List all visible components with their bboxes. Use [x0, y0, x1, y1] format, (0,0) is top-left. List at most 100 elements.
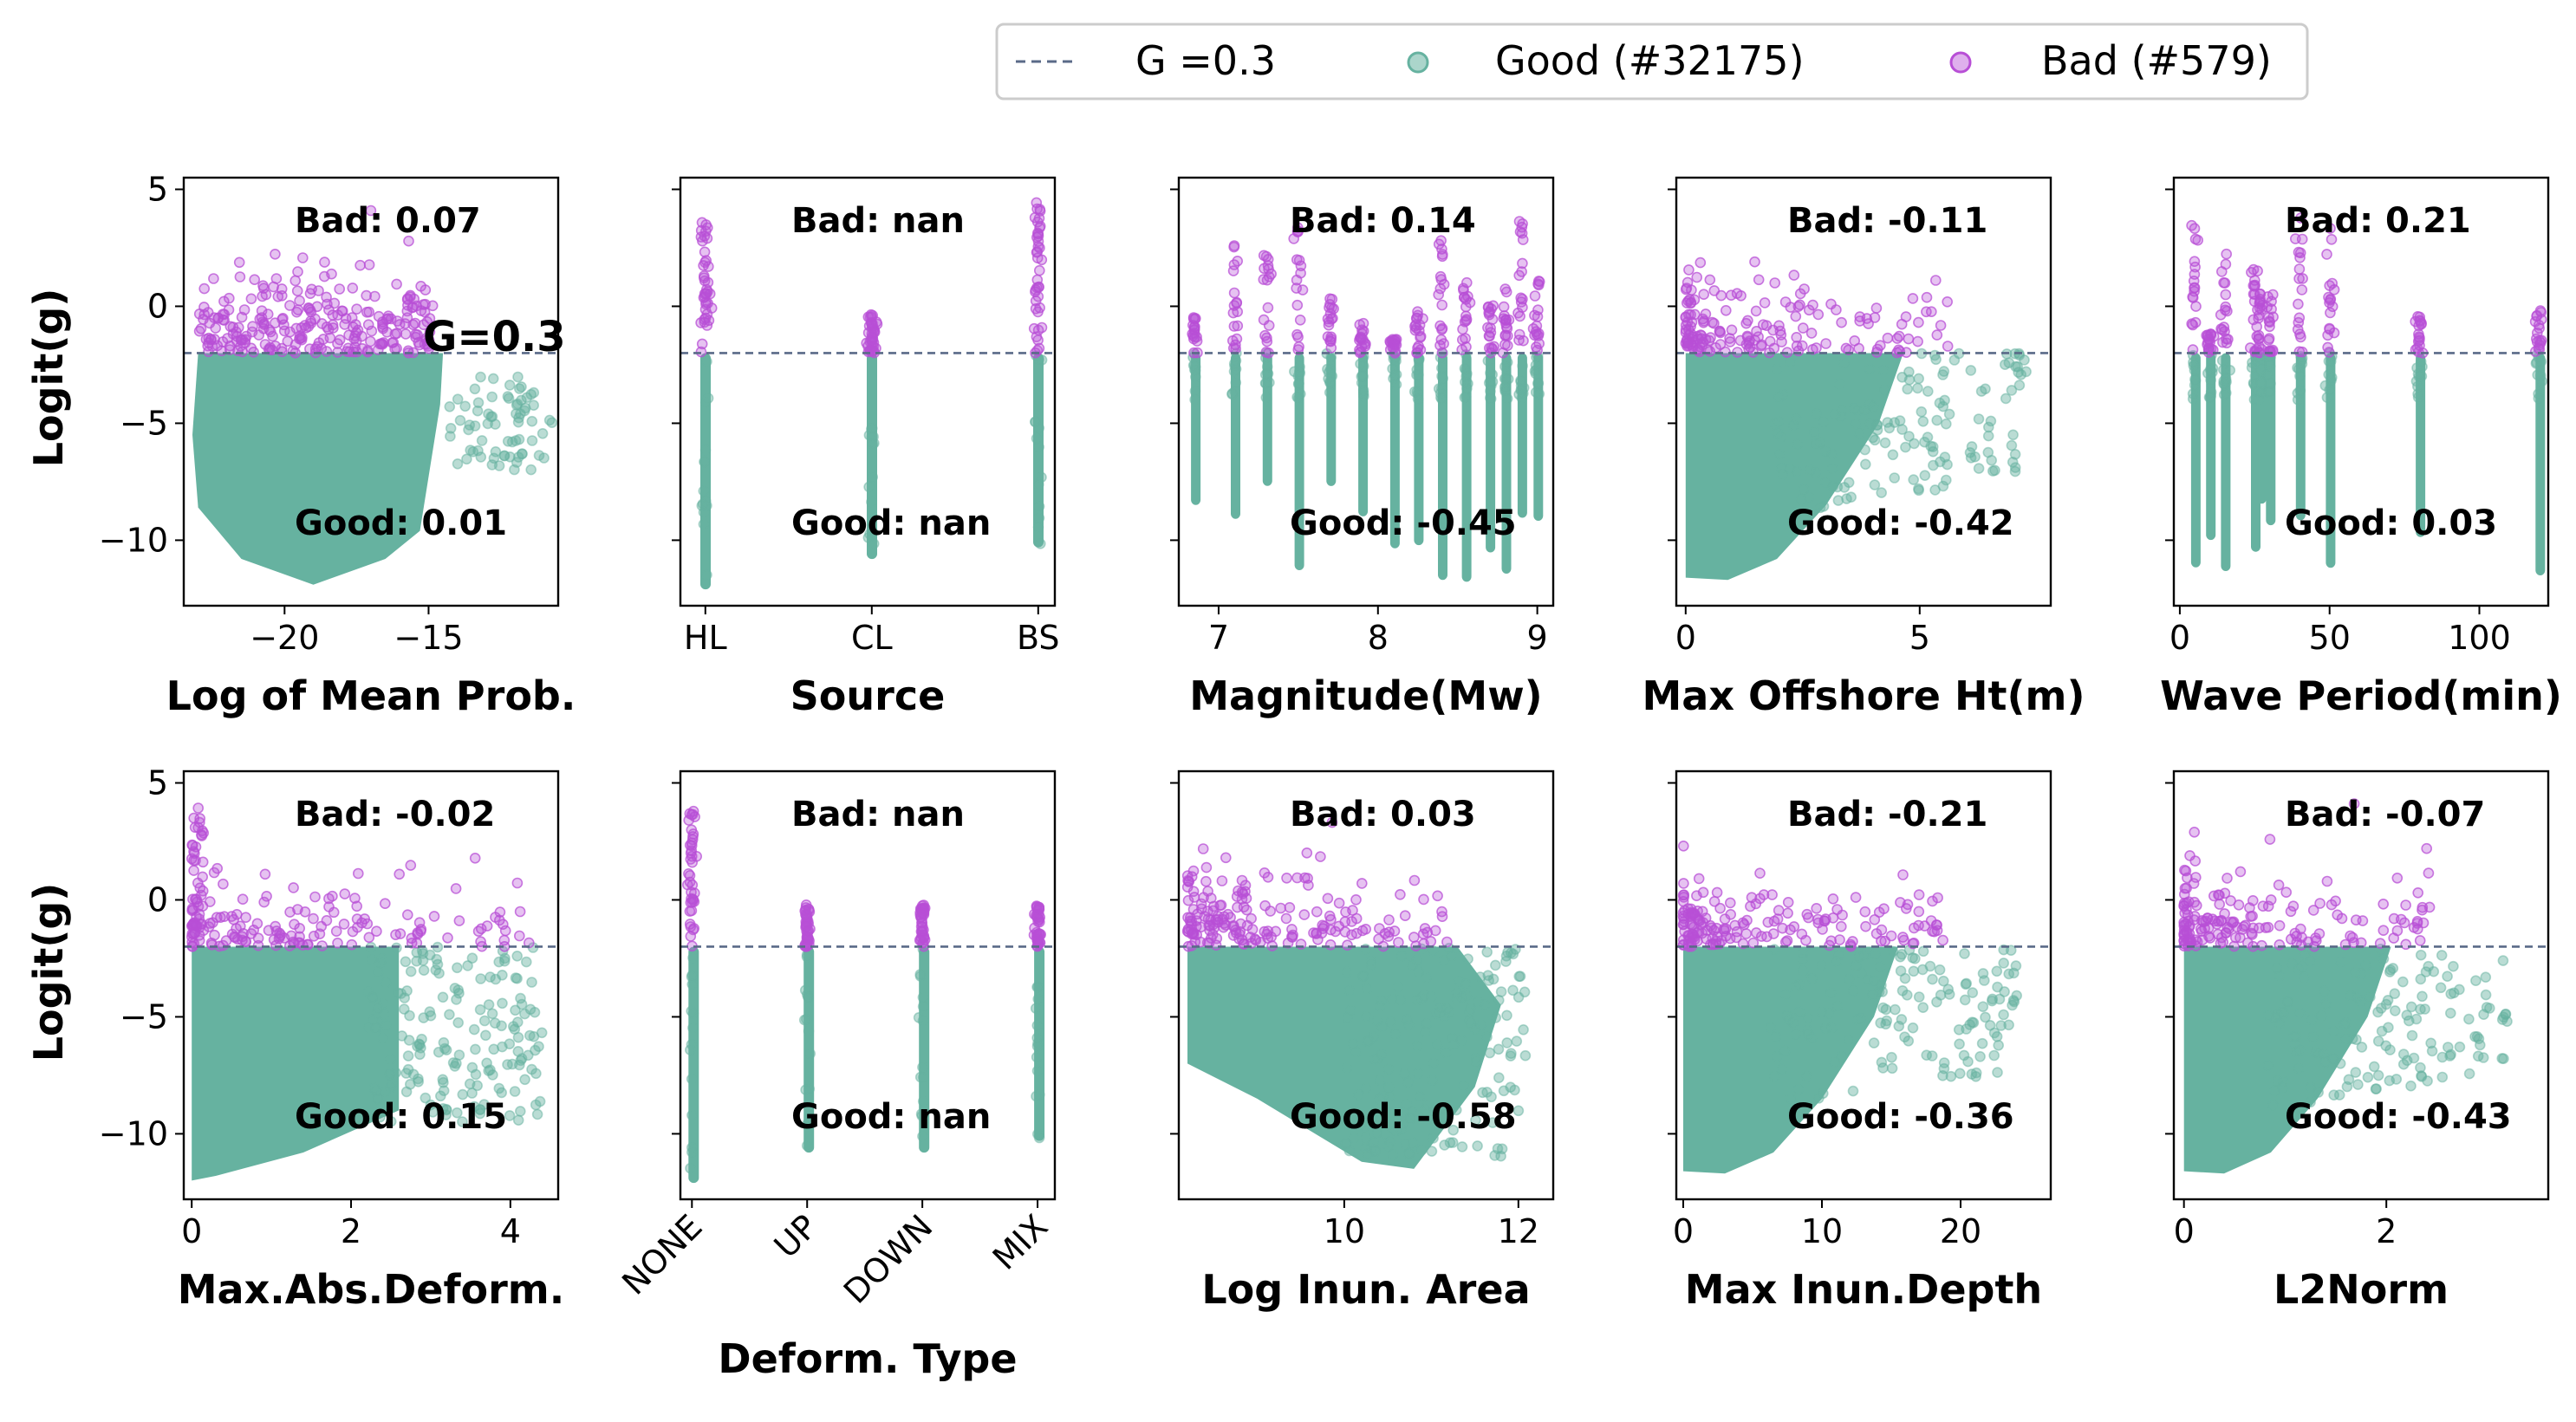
good-point: [1230, 354, 1242, 367]
good-point: [528, 1030, 540, 1042]
bad-point: [2325, 307, 2336, 319]
bad-point: [687, 828, 699, 840]
good-point: [1404, 1147, 1415, 1159]
bad-point: [1533, 338, 1545, 349]
bad-point: [190, 854, 201, 867]
y-tick-label: −5: [120, 404, 168, 442]
bad-point: [1942, 341, 1954, 352]
bad-point: [1328, 302, 1339, 315]
axes-frame: [182, 769, 560, 1201]
good-point: [533, 1041, 544, 1052]
good-point: [528, 399, 540, 412]
good-point: [1456, 1141, 1468, 1153]
good-point: [1980, 383, 1991, 395]
bad-point: [2307, 905, 2319, 916]
good-point: [1833, 378, 1845, 390]
bad-point: [2192, 234, 2203, 246]
bad-point: [1182, 912, 1194, 924]
bad-point: [1785, 302, 1797, 313]
good-point: [2425, 1037, 2436, 1049]
good-point: [497, 970, 508, 981]
good-point: [1390, 379, 1402, 391]
bad-point: [2181, 882, 2192, 894]
bad-point: [2413, 331, 2425, 343]
good-point: [1770, 1031, 1782, 1042]
bad-point: [1263, 320, 1275, 331]
good-point: [2391, 1074, 2403, 1085]
x-tick-label: 0: [1673, 1212, 1694, 1250]
good-point: [2006, 385, 2018, 396]
scatter-points: [695, 197, 1048, 590]
good-point: [2321, 392, 2333, 404]
good-density: [2190, 353, 2201, 568]
good-point: [2305, 1096, 2316, 1108]
bad-point: [2263, 333, 2275, 345]
good-point: [2397, 1049, 2410, 1060]
bad-point: [801, 932, 813, 943]
x-tick-label: 50: [2309, 619, 2351, 657]
bad-point: [1030, 295, 1042, 307]
good-point: [1343, 1145, 1356, 1157]
good-point: [1942, 458, 1953, 471]
good-point: [1342, 1012, 1353, 1023]
x-tick-label: 5: [1909, 619, 1930, 657]
bad-point: [2262, 900, 2274, 912]
bad-point: [346, 938, 358, 951]
good-density: [192, 946, 400, 1181]
good-point: [1385, 1016, 1396, 1028]
good-point: [1228, 366, 1240, 377]
good-point: [2294, 1007, 2306, 1019]
bad-point: [2216, 266, 2228, 277]
good-point: [1402, 1076, 1414, 1088]
good-point: [2277, 1075, 2289, 1088]
good-point: [369, 1021, 381, 1033]
bad-point: [2265, 894, 2277, 906]
good-point: [520, 956, 532, 968]
good-point: [1033, 501, 1045, 512]
bad-point: [234, 271, 246, 282]
bad-point: [1258, 274, 1270, 285]
bad-point: [289, 275, 302, 287]
good-point: [493, 460, 505, 471]
good-point: [1190, 371, 1201, 383]
good-point: [1813, 1093, 1825, 1104]
bad-point: [2263, 346, 2274, 357]
good-point: [2189, 374, 2202, 386]
good-correlation-label: Good: nan: [791, 503, 991, 543]
bad-point: [2326, 233, 2338, 245]
good-point: [489, 1017, 501, 1029]
good-point: [1033, 441, 1044, 453]
bad-point: [687, 805, 699, 817]
bad-point: [1202, 886, 1213, 897]
good-point: [1033, 478, 1044, 490]
good-point: [1969, 451, 1981, 463]
bad-point: [1246, 938, 1258, 949]
bad-point: [391, 278, 402, 290]
bad-point: [1678, 840, 1689, 852]
bad-point: [351, 900, 363, 912]
bad-point: [194, 882, 206, 893]
bad-point: [366, 325, 378, 337]
bad-point: [308, 912, 319, 925]
good-point: [1365, 959, 1377, 971]
bad-point: [1291, 282, 1302, 294]
good-point: [2423, 960, 2434, 972]
good-point: [479, 1029, 491, 1042]
good-point: [1889, 472, 1900, 484]
good-point: [2419, 1003, 2430, 1015]
bad-point: [701, 308, 713, 320]
bad-point: [270, 939, 282, 951]
bad-point: [1750, 305, 1762, 317]
x-tick-label: 10: [1324, 1212, 1365, 1250]
bad-point: [1921, 291, 1933, 303]
bad-point: [1498, 301, 1510, 313]
bad-point: [1719, 925, 1730, 937]
good-point: [1869, 479, 1881, 490]
bad-point: [2293, 298, 2304, 310]
bad-point: [1435, 334, 1447, 346]
good-point: [537, 427, 549, 439]
bad-point: [1749, 256, 1760, 268]
good-correlation-label: Good: -0.43: [2285, 1097, 2512, 1137]
bad-point: [1390, 334, 1402, 346]
good-point: [1485, 393, 1497, 405]
